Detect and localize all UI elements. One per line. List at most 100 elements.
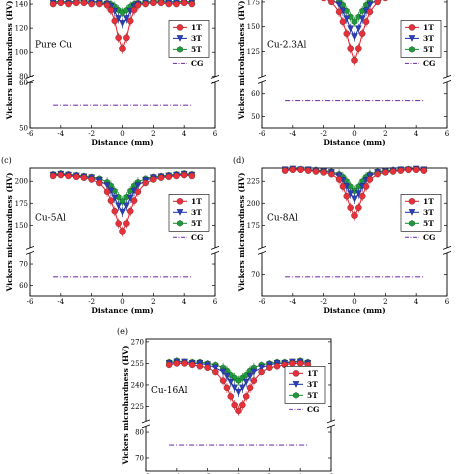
marker-1T [212, 368, 219, 376]
marker-1T [397, 167, 404, 174]
x-axis-label: Distance (mm) [323, 306, 385, 315]
axis-break-mark [141, 424, 151, 429]
x-tick-label: -2 [320, 130, 327, 138]
marker-1T [296, 360, 304, 367]
marker-1T [180, 0, 188, 7]
marker-3T [355, 190, 362, 198]
marker-3T [250, 368, 258, 376]
x-tick-label: 2 [151, 130, 155, 138]
axis-break-mark [257, 250, 267, 255]
legend-label: CG [423, 59, 435, 68]
x-axis-label: Distance (mm) [91, 138, 153, 147]
marker-1T [358, 192, 366, 200]
marker-3T [126, 194, 134, 202]
marker-3T [258, 364, 265, 372]
marker-1T [273, 363, 281, 370]
marker-1T [173, 360, 181, 367]
marker-3T [134, 182, 142, 190]
marker-1T [266, 364, 273, 371]
legend-label: 5T [423, 45, 434, 54]
y-tick-label: 80 [135, 429, 144, 437]
x-tick-label: -4 [289, 130, 296, 138]
y-axis-label: Vickers microhardness (HV) [121, 346, 130, 466]
legend-marker [176, 35, 184, 42]
x-tick-label: 2 [383, 298, 387, 306]
legend-marker [176, 24, 184, 31]
x-tick-label: -2 [320, 298, 327, 306]
marker-1T [320, 169, 327, 176]
legend-label: 3T [423, 208, 434, 217]
y-tick-label: 225 [131, 403, 144, 411]
legend-label: 1T [191, 23, 202, 32]
marker-1T [188, 0, 196, 8]
marker-1T [297, 166, 304, 174]
marker-1T [49, 0, 57, 8]
y-tick-label: 270 [131, 338, 144, 346]
axis-break-mark [442, 250, 452, 255]
axis-break-gap [443, 247, 451, 253]
marker-3T [246, 373, 254, 380]
marker-1T [96, 179, 103, 187]
legend-label: CG [191, 233, 203, 242]
x-tick-label: 6 [213, 298, 218, 306]
x-axis-label: Distance (mm) [323, 138, 385, 147]
marker-3T [351, 195, 358, 203]
marker-1T [347, 204, 354, 211]
y-tick-label: 50 [19, 125, 28, 133]
y-axis-label: Vickers microhardness (HV) [5, 1, 14, 121]
marker-1T [382, 169, 389, 176]
x-tick-label: -4 [289, 298, 296, 306]
marker-1T [366, 176, 374, 183]
axis-break-mark [210, 79, 220, 84]
axis-break-gap [443, 76, 451, 82]
marker-1T [242, 393, 250, 400]
marker-3T [347, 190, 354, 198]
x-tick-label: 0 [352, 130, 356, 138]
marker-1T [73, 173, 80, 181]
y-tick-label: 200 [15, 178, 28, 186]
sample-label: Cu-5Al [35, 213, 66, 223]
legend-marker [292, 370, 300, 377]
marker-1T [304, 167, 312, 174]
axis-break-mark [25, 79, 35, 84]
marker-1T [405, 166, 412, 174]
marker-1T [219, 377, 227, 384]
marker-3T [103, 182, 111, 190]
marker-1T [181, 360, 188, 367]
marker-3T [115, 15, 122, 22]
marker-1T [362, 183, 370, 190]
marker-1T [204, 364, 211, 371]
y-tick-label: 150 [15, 222, 28, 230]
marker-1T [382, 0, 388, 2]
marker-1T [103, 2, 111, 9]
marker-1T [246, 384, 254, 392]
marker-1T [339, 183, 347, 190]
marker-1T [126, 207, 134, 215]
marker-3T [223, 373, 231, 380]
legend-label: 3T [423, 34, 434, 43]
marker-1T [73, 0, 80, 7]
marker-1T [57, 0, 65, 7]
legend-label: 3T [191, 208, 202, 217]
marker-1T [343, 192, 351, 200]
y-tick-label: 225 [247, 178, 260, 186]
legend-label: 5T [191, 45, 202, 54]
y-tick-label: 70 [251, 271, 260, 279]
marker-1T [165, 173, 172, 181]
x-tick-label: 4 [182, 130, 187, 138]
y-tick-label: 240 [131, 381, 144, 389]
marker-3T [351, 33, 358, 41]
marker-3T [242, 378, 250, 386]
marker-1T [88, 0, 95, 8]
x-tick-label: 6 [445, 298, 450, 306]
legend-marker [177, 46, 183, 53]
marker-1T [165, 0, 172, 8]
marker-3T [235, 388, 242, 396]
axis-break-mark [210, 245, 220, 250]
axis-break-mark [442, 79, 452, 84]
marker-3T [358, 15, 366, 23]
y-tick-label: 255 [131, 360, 144, 368]
x-axis-label: Distance (mm) [91, 306, 153, 315]
marker-3T [343, 15, 351, 23]
